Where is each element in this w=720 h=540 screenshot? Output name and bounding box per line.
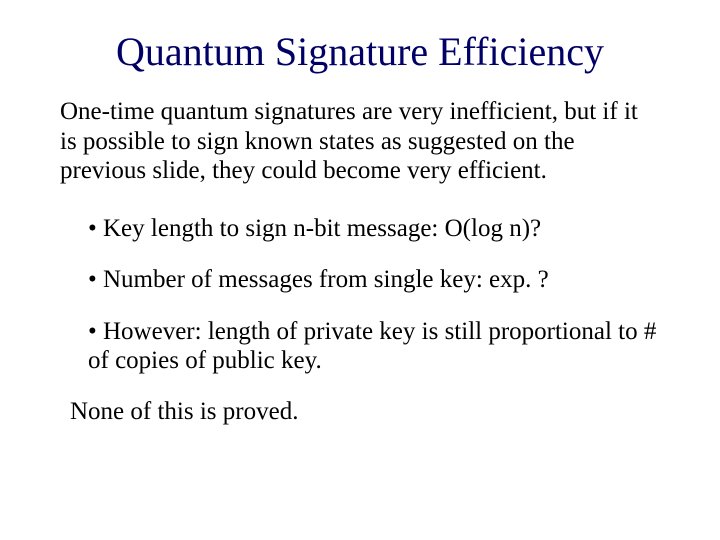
bullet-list: • Key length to sign n-bit message: O(lo…: [88, 214, 660, 376]
slide: Quantum Signature Efficiency One-time qu…: [0, 0, 720, 540]
list-item: • Key length to sign n-bit message: O(lo…: [88, 214, 660, 244]
closing-line: None of this is proved.: [70, 398, 660, 426]
list-item: • However: length of private key is stil…: [88, 317, 660, 376]
slide-title: Quantum Signature Efficiency: [60, 28, 660, 75]
intro-paragraph: One-time quantum signatures are very ine…: [60, 97, 660, 186]
list-item: • Number of messages from single key: ex…: [88, 265, 660, 295]
